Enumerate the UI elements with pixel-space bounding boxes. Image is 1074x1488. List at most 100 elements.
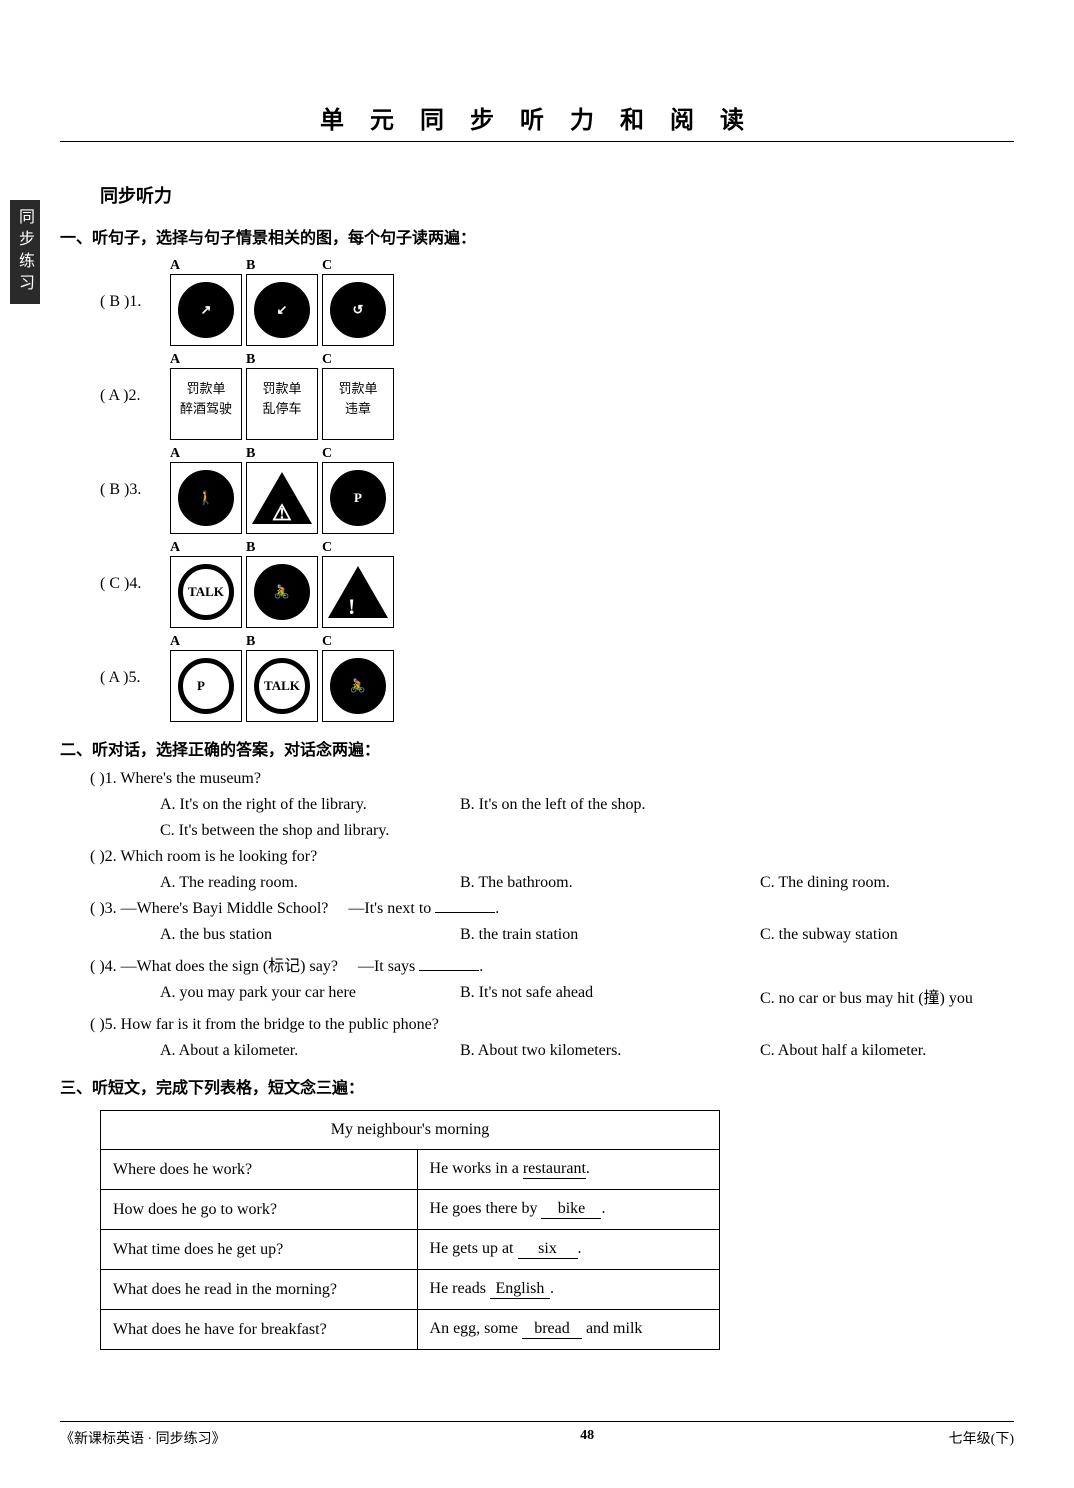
q-row: ( A )2. A 罚款单醉酒驾驶 B 罚款单乱停车 C 罚款单违章: [100, 352, 1014, 440]
opt-label: B: [246, 540, 318, 556]
table-row: How does he go to work? He goes there by…: [101, 1190, 720, 1230]
q4-stem-a: ( )4. —What does the sign (标记) say?: [90, 958, 338, 975]
table-a: He goes there by bike.: [417, 1190, 719, 1230]
sign-icon: 🚴: [246, 556, 318, 628]
sign-icon: 🚶: [170, 462, 242, 534]
a-pre: He goes there by: [430, 1200, 542, 1217]
table-a: He works in a restaurant.: [417, 1150, 719, 1190]
a-post: .: [578, 1240, 582, 1257]
answer-blank: bike: [541, 1200, 601, 1219]
answer-blank: six: [518, 1240, 578, 1259]
a-pre: He reads: [430, 1280, 490, 1297]
sign-icon: TALK: [246, 650, 318, 722]
table-a: An egg, some bread and milk: [417, 1310, 719, 1350]
opt-label: A: [170, 540, 242, 556]
side-tab: 同步练习: [10, 200, 40, 304]
footer-left: 《新课标英语 · 同步练习》: [60, 1428, 226, 1448]
fill-table: My neighbour's morning Where does he wor…: [100, 1110, 720, 1350]
opt-label: A: [170, 634, 242, 650]
part2-container: ( )1. Where's the museum? A. It's on the…: [60, 770, 1014, 1060]
part1-container: ( B )1. A ↗ B ↙ C ↺ ( A )2. A 罚款单醉酒驾驶 B …: [60, 258, 1014, 722]
triangle-icon: ⚠: [252, 472, 312, 524]
sign-icon: ↗: [170, 274, 242, 346]
opt-a: A 🚶: [170, 446, 242, 534]
q4-stem-b: —It says: [358, 958, 419, 975]
circle-icon: TALK: [178, 564, 234, 620]
opt-label: C: [322, 258, 394, 274]
opt-label: B: [246, 258, 318, 274]
page-number: 48: [580, 1428, 594, 1448]
a-post: and milk: [582, 1320, 642, 1337]
q4-stem: ( )4. —What does the sign (标记) say? —It …: [90, 952, 1014, 976]
table-row: What does he have for breakfast? An egg,…: [101, 1310, 720, 1350]
opt-label: C: [322, 540, 394, 556]
answer-blank: bread: [522, 1320, 582, 1339]
q-row: ( B )1. A ↗ B ↙ C ↺: [100, 258, 1014, 346]
table-q: What does he have for breakfast?: [101, 1310, 418, 1350]
a-post: .: [601, 1200, 605, 1217]
opt-label: C: [322, 446, 394, 462]
footer-right: 七年级(下): [949, 1428, 1014, 1448]
section-label: 同步听力: [100, 182, 1014, 208]
opt-b: B ⚠: [246, 446, 318, 534]
table-title: My neighbour's morning: [101, 1111, 720, 1150]
sign-icon: !: [322, 556, 394, 628]
opt-label: C: [322, 634, 394, 650]
circle-icon: ↗: [178, 282, 234, 338]
sign-icon: P⃠: [170, 650, 242, 722]
footer: 《新课标英语 · 同步练习》 48 七年级(下): [60, 1421, 1014, 1448]
opt-c: C !: [322, 540, 394, 628]
table-q: What does he read in the morning?: [101, 1270, 418, 1310]
opt-a: A. the bus station: [160, 926, 420, 944]
opt-label: A: [170, 446, 242, 462]
part2-heading: 二、听对话，选择正确的答案，对话念两遍：: [60, 736, 1014, 760]
sign-icon: 🚴: [322, 650, 394, 722]
part3-heading: 三、听短文，完成下列表格，短文念三遍：: [60, 1074, 1014, 1098]
table-row: What does he read in the morning? He rea…: [101, 1270, 720, 1310]
opt-c: C ↺: [322, 258, 394, 346]
q1-opts2: C. It's between the shop and library.: [160, 822, 1014, 840]
circle-icon: TALK: [254, 658, 310, 714]
opt-a: A. About a kilometer.: [160, 1042, 420, 1060]
opt-a: A P⃠: [170, 634, 242, 722]
opt-b: B TALK: [246, 634, 318, 722]
q3-opts: A. the bus station B. the train station …: [160, 926, 1014, 944]
table-q: Where does he work?: [101, 1150, 418, 1190]
opt-b: B ↙: [246, 258, 318, 346]
opt-c: C. the subway station: [760, 926, 1020, 944]
opt-a: A. The reading room.: [160, 874, 420, 892]
a-pre: He works in a: [430, 1160, 523, 1177]
text-sign-icon: 罚款单违章: [322, 368, 394, 440]
opt-c: C. no car or bus may hit (撞) you: [760, 984, 1020, 1008]
main-title: 单 元 同 步 听 力 和 阅 读: [60, 100, 1014, 142]
opt-label: B: [246, 352, 318, 368]
text-sign-icon: 罚款单乱停车: [246, 368, 318, 440]
opt-label: C: [322, 352, 394, 368]
sign-icon: ↺: [322, 274, 394, 346]
blank: [435, 912, 495, 913]
q3-stem: ( )3. —Where's Bayi Middle School? —It's…: [90, 900, 1014, 918]
opt-c: C. It's between the shop and library.: [160, 822, 420, 840]
opt-label: A: [170, 352, 242, 368]
circle-icon: 🚴: [254, 564, 310, 620]
q-num: ( A )2.: [100, 387, 170, 405]
part1-heading: 一、听句子，选择与句子情景相关的图，每个句子读两遍：: [60, 224, 1014, 248]
opt-c: C. The dining room.: [760, 874, 1020, 892]
opt-label: A: [170, 258, 242, 274]
opt-c: C 罚款单违章: [322, 352, 394, 440]
table-row: What time does he get up? He gets up at …: [101, 1230, 720, 1270]
opt-c: C P: [322, 446, 394, 534]
opt-a: A ↗: [170, 258, 242, 346]
q-num: ( C )4.: [100, 575, 170, 593]
q-num: ( B )3.: [100, 481, 170, 499]
circle-icon: ↙: [254, 282, 310, 338]
circle-icon: 🚴: [330, 658, 386, 714]
table-a: He reads English.: [417, 1270, 719, 1310]
blank: [419, 970, 479, 971]
q4-opts: A. you may park your car here B. It's no…: [160, 984, 1014, 1008]
q-num: ( A )5.: [100, 669, 170, 687]
table-q: How does he go to work?: [101, 1190, 418, 1230]
opt-b: B. About two kilometers.: [460, 1042, 720, 1060]
table-a: He gets up at six.: [417, 1230, 719, 1270]
q-row: ( B )3. A 🚶 B ⚠ C P: [100, 446, 1014, 534]
